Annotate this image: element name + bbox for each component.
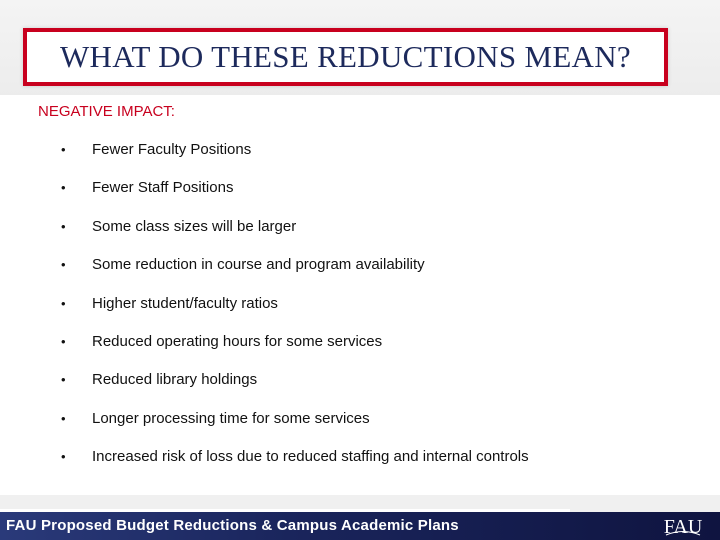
section-heading: NEGATIVE IMPACT: <box>38 103 175 120</box>
bullet-marker: • <box>61 372 66 387</box>
fau-logo-icon: FAU <box>664 516 703 538</box>
bullet-marker: • <box>61 334 66 349</box>
bullet-item: • Fewer Staff Positions <box>0 176 720 200</box>
bullet-marker: • <box>61 219 66 234</box>
bullet-item: • Some reduction in course and program a… <box>0 253 720 277</box>
bullet-text: Longer processing time for some services <box>92 410 370 427</box>
bullet-text: Reduced operating hours for some service… <box>92 333 383 350</box>
bullet-item: • Increased risk of loss due to reduced … <box>0 445 720 469</box>
bullet-item: • Longer processing time for some servic… <box>0 407 720 431</box>
bullet-text: Fewer Faculty Positions <box>92 141 252 158</box>
bullet-item: • Reduced operating hours for some servi… <box>0 330 720 354</box>
bullet-text: Increased risk of loss due to reduced st… <box>92 448 529 465</box>
slide-title: WHAT DO THESE REDUCTIONS MEAN? <box>60 39 631 74</box>
content-area: NEGATIVE IMPACT: • Fewer Faculty Positio… <box>0 95 720 495</box>
bullet-text: Fewer Staff Positions <box>92 179 234 196</box>
footer-divider <box>0 509 570 512</box>
bullet-text: Reduced library holdings <box>92 371 258 388</box>
bullet-marker: • <box>61 142 66 157</box>
bullet-marker: • <box>61 411 66 426</box>
bullet-item: • Reduced library holdings <box>0 368 720 392</box>
bullet-item: • Fewer Faculty Positions <box>0 138 720 162</box>
footer-bar: FAU Proposed Budget Reductions & Campus … <box>0 512 720 540</box>
bullet-item: • Some class sizes will be larger <box>0 215 720 239</box>
footer-text: FAU Proposed Budget Reductions & Campus … <box>6 517 459 534</box>
bullet-text: Higher student/faculty ratios <box>92 295 278 312</box>
bullet-text: Some class sizes will be larger <box>92 218 297 235</box>
title-box: WHAT DO THESE REDUCTIONS MEAN? <box>23 28 668 86</box>
logo-text: FAU <box>664 516 703 538</box>
bullet-marker: • <box>61 296 66 311</box>
bullet-text: Some reduction in course and program ava… <box>92 256 425 273</box>
bullet-marker: • <box>61 449 66 464</box>
bullet-item: • Higher student/faculty ratios <box>0 292 720 316</box>
bullet-marker: • <box>61 180 66 195</box>
bullet-marker: • <box>61 257 66 272</box>
